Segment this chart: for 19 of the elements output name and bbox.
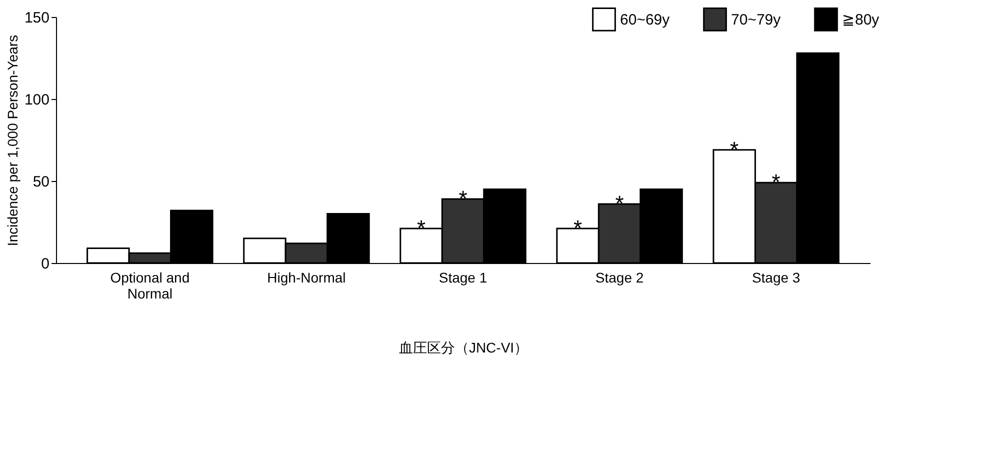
x-tick-label: High-Normal — [267, 270, 346, 286]
annotation: * — [416, 216, 426, 241]
legend-label: ≧80y — [842, 11, 880, 28]
legend-label: 70~79y — [731, 11, 782, 28]
x-axis-title: 血圧区分（JNC-VI） — [398, 340, 528, 356]
y-tick-label: 0 — [41, 256, 50, 272]
annotation: * — [772, 170, 781, 195]
x-tick-label: Stage 1 — [438, 270, 488, 286]
y-axis-title: Incidence per 1,000 Person-Years — [4, 34, 20, 246]
x-tick-label: Stage 2 — [595, 270, 644, 286]
annotation: * — [574, 216, 583, 241]
legend-label: 60~69y — [620, 11, 670, 28]
annotation: * — [615, 190, 624, 216]
y-tick-label: 50 — [32, 174, 50, 190]
x-tick-label: Optional and Normal — [110, 270, 190, 302]
x-tick-label: Stage 3 — [752, 270, 800, 286]
y-tick-label: 100 — [24, 92, 50, 108]
annotation: * — [458, 186, 468, 212]
y-tick-label: 150 — [24, 10, 50, 26]
